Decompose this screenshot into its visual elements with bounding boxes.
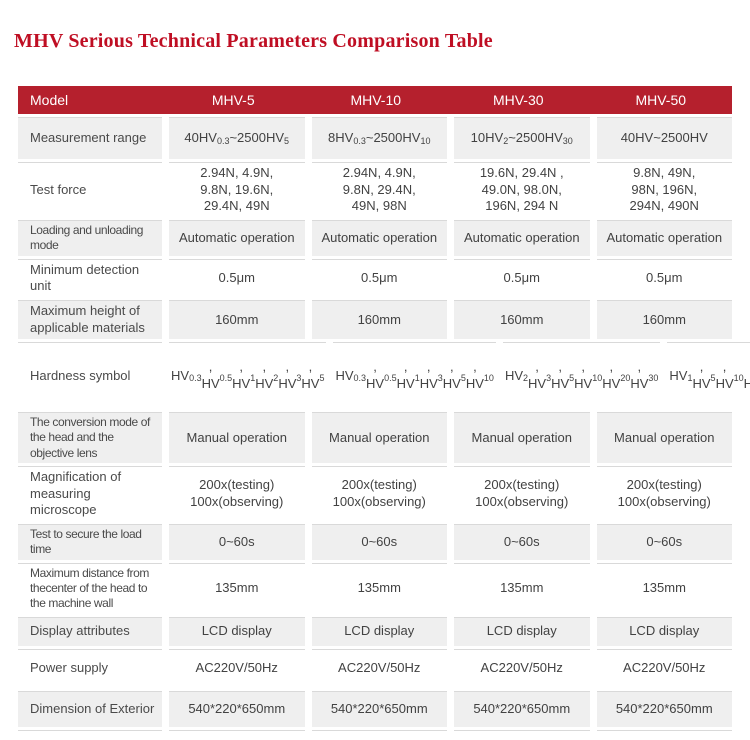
table-cell: 0.5μm xyxy=(169,258,305,297)
table-cell: 135mm xyxy=(311,562,447,614)
table-cell: Manual operation xyxy=(596,411,732,463)
row-label: The conversion mode of the head and the … xyxy=(18,411,162,463)
table-row: Machine weight 40kg 40kg 40kg 40kg xyxy=(18,729,732,740)
table-row: Maximum height of applicable materials 1… xyxy=(18,299,732,339)
table-cell: 10HV 2 ~2500HV 30 xyxy=(454,117,590,159)
table-row: Magnification of measuring microscope 20… xyxy=(18,465,732,521)
row-label: Magnification of measuring microscope xyxy=(18,465,162,521)
table-cell: 200x(testing) 100x(observing) xyxy=(596,465,732,521)
table-row: Loading and unloading mode Automatic ope… xyxy=(18,219,732,256)
table-row: Test to secure the load time 0~60s 0~60s… xyxy=(18,523,732,560)
table-cell: 40kg xyxy=(454,729,590,740)
table-cell: LCD display xyxy=(454,616,590,646)
row-label: Display attributes xyxy=(18,616,162,646)
table-cell: 135mm xyxy=(596,562,732,614)
table-cell: 0.5μm xyxy=(311,258,447,297)
table-cell: HV 0.3, HV 0.5, HV 1, HV 2, HV 3, HV 5 xyxy=(169,341,327,409)
table-cell: HV 2, HV 3, HV 5, HV 10, HV 20, HV 30 xyxy=(502,341,661,409)
table-row: Minimum detection unit 0.5μm 0.5μm 0.5μm… xyxy=(18,258,732,297)
header-col-mhv-50: MHV-50 xyxy=(635,92,687,108)
table-cell: AC220V/50Hz xyxy=(454,648,590,688)
row-label: Test to secure the load time xyxy=(18,523,162,560)
table-cell: 8HV 0.3 ~2500HV 10 xyxy=(311,117,447,159)
table-cell: 0~60s xyxy=(169,523,305,560)
row-label: Machine weight xyxy=(18,729,162,740)
page-title: MHV Serious Technical Parameters Compari… xyxy=(14,30,493,52)
table-cell: AC220V/50Hz xyxy=(169,648,305,688)
table-cell: HV 0.3, HV 0.5, HV 1, HV 3, HV 5, HV 10 xyxy=(333,341,496,409)
header-col-mhv-30: MHV-30 xyxy=(492,92,544,108)
row-label: Maximum distance from thecenter of the h… xyxy=(18,562,162,614)
row-label: Maximum height of applicable materials xyxy=(18,299,162,339)
table-row: The conversion mode of the head and the … xyxy=(18,411,732,463)
table-cell: 135mm xyxy=(169,562,305,614)
row-label: Hardness symbol xyxy=(18,341,162,409)
table-cell: LCD display xyxy=(169,616,305,646)
row-label: Measurement range xyxy=(18,117,162,159)
table-cell: 160mm xyxy=(454,299,590,339)
table-row: Measurement range 40HV 0.3 ~2500HV 5 8HV 0.3… xyxy=(18,117,732,159)
table-cell: 9.8N, 49N, 98N, 196N, 294N, 490N xyxy=(596,162,732,217)
table-cell: 135mm xyxy=(454,562,590,614)
table-cell: 200x(testing) 100x(observing) xyxy=(454,465,590,521)
table-row: Display attributes LCD display LCD displ… xyxy=(18,616,732,646)
table-row: Dimension of Exterior 540*220*650mm 540*… xyxy=(18,690,732,727)
row-label: Dimension of Exterior xyxy=(18,690,162,727)
parameters-table: Model MHV-5 MHV-10 MHV-30 MHV-50 Measure… xyxy=(18,86,750,740)
table-cell: Automatic operation xyxy=(454,219,590,256)
table-cell: 160mm xyxy=(169,299,305,339)
row-label: Minimum detection unit xyxy=(18,258,162,297)
table-cell: Manual operation xyxy=(311,411,447,463)
table-cell: Manual operation xyxy=(454,411,590,463)
table-row: Test force 2.94N, 4.9N, 9.8N, 19.6N, 29.4N… xyxy=(18,162,732,217)
table-header-row: Model MHV-5 MHV-10 MHV-30 MHV-50 xyxy=(18,86,732,114)
table-cell: AC220V/50Hz xyxy=(596,648,732,688)
table-row: Power supply AC220V/50Hz AC220V/50Hz AC2… xyxy=(18,648,732,688)
table-row: Maximum distance from thecenter of the h… xyxy=(18,562,732,614)
table-cell: AC220V/50Hz xyxy=(311,648,447,688)
table-cell: 0.5μm xyxy=(596,258,732,297)
table-cell: 540*220*650mm xyxy=(311,690,447,727)
table-cell: 0.5μm xyxy=(454,258,590,297)
table-cell: 200x(testing) 100x(observing) xyxy=(169,465,305,521)
table-cell: LCD display xyxy=(311,616,447,646)
table-cell: Manual operation xyxy=(169,411,305,463)
table-cell: 540*220*650mm xyxy=(596,690,732,727)
table-cell: 0~60s xyxy=(454,523,590,560)
header-model: Model xyxy=(30,92,69,108)
table-cell: LCD display xyxy=(596,616,732,646)
table-row: Hardness symbol HV 0.3, HV 0.5, HV 1, HV 2, HV… xyxy=(18,341,750,409)
table-cell: 40HV~2500HV xyxy=(596,117,732,159)
table-cell: 540*220*650mm xyxy=(169,690,305,727)
table-cell: Automatic operation xyxy=(169,219,305,256)
row-label: Loading and unloading mode xyxy=(18,219,162,256)
table-cell: Automatic operation xyxy=(311,219,447,256)
table-cell: 19.6N, 29.4N , 49.0N, 98.0N, 196N, 294 N xyxy=(454,162,590,217)
table-cell: 2.94N, 4.9N, 9.8N, 19.6N, 29.4N, 49N xyxy=(169,162,305,217)
header-col-mhv-5: MHV-5 xyxy=(211,92,255,108)
table-cell: 200x(testing) 100x(observing) xyxy=(311,465,447,521)
table-cell: 40HV 0.3 ~2500HV 5 xyxy=(169,117,305,159)
table-cell: 540*220*650mm xyxy=(454,690,590,727)
table-cell: 40kg xyxy=(596,729,732,740)
table-cell: 40kg xyxy=(311,729,447,740)
table-cell: 160mm xyxy=(596,299,732,339)
table-cell: 40kg xyxy=(169,729,305,740)
header-col-mhv-10: MHV-10 xyxy=(350,92,402,108)
table-cell: Automatic operation xyxy=(596,219,732,256)
row-label: Test force xyxy=(18,162,162,217)
row-label: Power supply xyxy=(18,648,162,688)
table-cell: 0~60s xyxy=(596,523,732,560)
table-cell: 0~60s xyxy=(311,523,447,560)
table-cell: 2.94N, 4.9N, 9.8N, 29.4N, 49N, 98N xyxy=(311,162,447,217)
table-cell: 160mm xyxy=(311,299,447,339)
